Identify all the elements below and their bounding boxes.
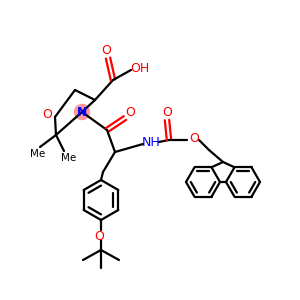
Text: Me: Me — [30, 149, 46, 159]
Text: NH: NH — [142, 136, 160, 148]
Circle shape — [74, 104, 89, 119]
Text: O: O — [42, 107, 52, 121]
Text: N: N — [77, 106, 87, 118]
Text: OH: OH — [130, 61, 150, 74]
Text: O: O — [162, 106, 172, 118]
Text: O: O — [94, 230, 104, 242]
Text: O: O — [189, 131, 199, 145]
Text: Me: Me — [61, 153, 76, 163]
Text: O: O — [101, 44, 111, 56]
Text: O: O — [125, 106, 135, 119]
